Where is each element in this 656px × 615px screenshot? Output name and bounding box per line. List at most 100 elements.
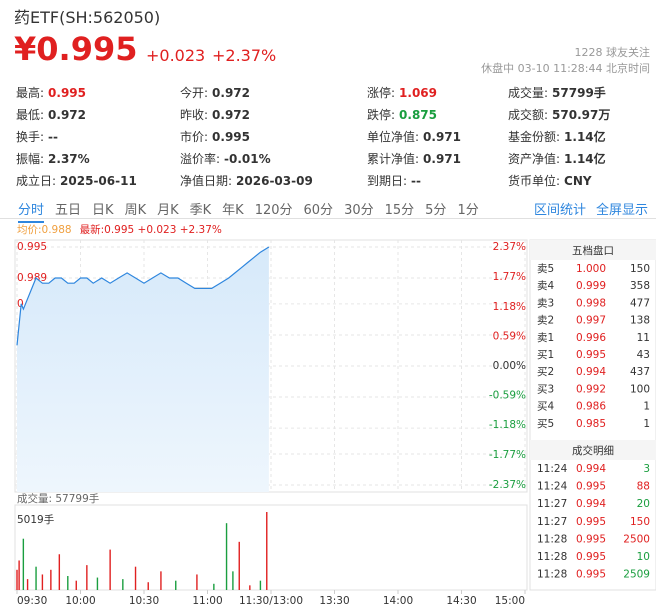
legend-entry: 均价:0.988 xyxy=(17,224,72,236)
y2-tick-label: -1.18% xyxy=(489,419,526,431)
stat-label: 成交额: xyxy=(508,108,549,122)
stat-value: 1.069 xyxy=(399,86,438,100)
stat-item: 换手: -- xyxy=(16,128,58,145)
book-price: 0.998 xyxy=(576,297,606,309)
order-book-header xyxy=(530,240,656,260)
stat-label: 到期日: xyxy=(367,174,408,188)
stat-value: CNY xyxy=(564,174,592,188)
stat-value: 2.37% xyxy=(48,152,90,166)
volume-bar xyxy=(175,580,177,590)
followers[interactable]: 1228 球友关注 xyxy=(574,46,651,59)
volume-bar xyxy=(259,580,262,590)
period-tab[interactable]: 1分 xyxy=(457,203,479,218)
period-tab[interactable]: 月K xyxy=(157,203,179,218)
book-side: 买3 xyxy=(537,383,554,395)
period-tab[interactable]: 五日 xyxy=(55,203,82,218)
period-tab[interactable]: 周K xyxy=(124,203,147,218)
volume-bar xyxy=(18,560,20,590)
book-price: 0.997 xyxy=(576,315,606,327)
book-price: 0.985 xyxy=(576,418,606,430)
book-side: 卖4 xyxy=(537,280,554,292)
trade-price: 0.995 xyxy=(576,481,606,493)
book-volume: 1 xyxy=(643,401,650,413)
trade-volume: 150 xyxy=(630,516,650,528)
order-book-title: 五档盘口 xyxy=(572,244,614,257)
volume-bar xyxy=(134,566,137,590)
stat-label: 累计净值: xyxy=(367,152,420,166)
trade-price: 0.994 xyxy=(576,498,606,510)
stat-label: 振幅: xyxy=(16,152,45,166)
book-side: 买5 xyxy=(537,418,554,430)
stat-value: 0.972 xyxy=(48,108,87,122)
volume-bar xyxy=(196,574,198,590)
period-tab[interactable]: 季K xyxy=(189,203,212,218)
volume-bar xyxy=(232,571,234,590)
stat-value: 0.995 xyxy=(48,86,87,100)
volume-bar xyxy=(35,566,37,590)
book-price: 1.000 xyxy=(576,263,606,275)
period-tab[interactable]: 年K xyxy=(222,203,244,218)
period-tab[interactable]: 120分 xyxy=(254,203,293,218)
volume-bar xyxy=(160,571,162,590)
period-tab[interactable]: 日K xyxy=(92,203,114,218)
stat-item: 成交量: 57799手 xyxy=(508,84,606,101)
stat-label: 涨停: xyxy=(367,86,396,100)
stat-value: -0.01% xyxy=(224,152,271,166)
book-price: 0.996 xyxy=(576,332,606,344)
price-change-pct: +2.37% xyxy=(212,46,277,65)
volume-bar xyxy=(249,585,251,590)
period-tab[interactable]: 分时 xyxy=(18,199,45,223)
stat-item: 净值日期: 2026-03-09 xyxy=(180,172,313,189)
trade-time: 11:27 xyxy=(537,498,567,510)
book-side: 买4 xyxy=(537,401,554,413)
trade-price: 0.995 xyxy=(576,569,606,581)
volume-bar xyxy=(122,579,124,590)
chart-action[interactable]: 全屏显示 xyxy=(595,203,648,218)
stat-item: 基金份额: 1.14亿 xyxy=(508,128,606,145)
volume-bar xyxy=(238,541,240,590)
y2-tick-label: 0.00% xyxy=(493,360,526,372)
trade-price: 0.995 xyxy=(576,516,606,528)
period-tab[interactable]: 5分 xyxy=(425,203,447,218)
trade-price: 0.994 xyxy=(576,463,606,475)
stat-label: 最高: xyxy=(16,86,45,100)
volume-bar xyxy=(225,523,228,590)
stat-item: 昨收: 0.972 xyxy=(180,106,250,123)
stat-item: 最高: 0.995 xyxy=(16,84,86,101)
price-change: +0.023 xyxy=(146,46,206,65)
volume-bar xyxy=(16,569,18,590)
trade-time: 11:28 xyxy=(537,533,567,545)
chart-action[interactable]: 区间统计 xyxy=(533,203,586,218)
x-tick-label: 11:30/13:00 xyxy=(239,595,303,607)
x-tick-label: 10:30 xyxy=(129,595,159,607)
stat-label: 市价: xyxy=(180,130,209,144)
chart-actions: 区间统计 全屏显示 xyxy=(534,199,648,218)
series-line xyxy=(16,246,270,346)
book-side: 卖3 xyxy=(537,297,554,309)
period-tab[interactable]: 30分 xyxy=(344,203,374,218)
book-volume: 477 xyxy=(630,297,650,309)
y-tick-label: 0.989 xyxy=(17,272,47,284)
volume-bar xyxy=(58,554,61,590)
x-tick-label: 14:30 xyxy=(446,595,476,607)
stat-value: 57799手 xyxy=(552,86,606,100)
stat-label: 净值日期: xyxy=(180,174,233,188)
stat-value: -- xyxy=(48,130,59,144)
volume-bar xyxy=(67,576,69,590)
trades-header xyxy=(530,440,656,460)
volume-bar xyxy=(26,579,29,590)
book-volume: 11 xyxy=(637,332,650,344)
stat-item: 累计净值: 0.971 xyxy=(367,150,461,167)
stat-item: 最低: 0.972 xyxy=(16,106,86,123)
price-area xyxy=(17,247,269,492)
x-tick-label: 15:00 xyxy=(495,595,525,607)
stat-item: 到期日: -- xyxy=(367,172,421,189)
stat-label: 单位净值: xyxy=(367,130,420,144)
book-side: 卖5 xyxy=(537,263,554,275)
book-volume: 358 xyxy=(630,280,650,292)
trade-volume: 10 xyxy=(637,551,650,563)
book-price: 0.994 xyxy=(576,366,606,378)
period-tab[interactable]: 60分 xyxy=(303,203,334,218)
period-tab[interactable]: 15分 xyxy=(384,203,415,218)
